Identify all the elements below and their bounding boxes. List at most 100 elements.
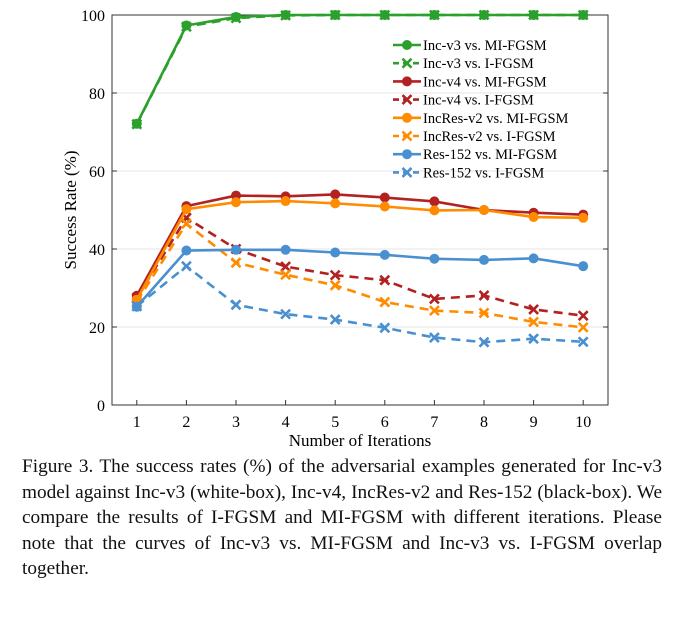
data-point [131,118,143,130]
data-point [379,201,390,212]
data-point [181,245,192,256]
data-point [280,196,291,207]
data-point [528,253,539,264]
data-point [230,299,242,311]
data-point [479,205,489,215]
series-line [135,193,584,297]
series-res-152-vs-i-fgsm [131,260,589,348]
data-point [578,212,589,223]
series-line [135,13,584,125]
y-tick-label: 100 [81,8,105,25]
data-point [577,9,589,21]
data-point [428,332,440,343]
legend-marker [401,57,413,69]
data-point [528,333,540,345]
data-point [528,9,540,21]
data-point [428,293,440,305]
series-line [135,264,584,344]
x-tick-label: 2 [182,414,190,431]
data-point [280,261,292,272]
legend-marker [402,40,412,50]
legend-marker [401,130,413,142]
x-tick-label: 1 [133,414,141,431]
series-line [135,216,584,317]
y-tick-label: 60 [89,164,105,181]
x-tick-label: 5 [331,414,339,431]
data-point [280,308,292,320]
data-point [528,304,540,315]
data-point [428,305,440,317]
x-tick-label: 3 [232,414,240,431]
data-point [231,244,241,255]
data-point [578,261,589,272]
series-incres-v2-vs-i-fgsm [131,218,589,333]
x-tick-label: 9 [530,414,538,431]
line-chart: 0 20 40 60 80 100 1 2 3 4 5 6 7 8 9 10 Number of Iterati… [61,8,609,450]
series-line [135,199,584,301]
data-point [379,322,391,334]
data-point [280,269,292,281]
y-axis-label: Success Rate (%) [61,151,80,270]
data-point [479,254,489,265]
data-point [231,197,241,208]
data-point [528,212,539,223]
data-point [379,274,391,286]
data-point [478,336,490,348]
series-line [135,221,584,329]
series-inc-v4-vs-i-fgsm [131,212,589,322]
data-point [330,189,341,200]
legend: Inc-v3 vs. MI-FGSM Inc-v3 vs. I-FGSM Inc-v… [393,38,569,181]
legend-label: Inc-v3 vs. I-FGSM [423,56,534,72]
legend-label: Inc-v3 vs. MI-FGSM [423,38,547,54]
data-point [329,279,341,291]
data-point [478,289,490,301]
legend-marker [402,149,412,160]
data-point [230,257,242,269]
data-point [131,300,143,312]
data-point [329,314,341,326]
data-point [280,9,292,21]
data-point [478,307,490,319]
y-tick-label: 0 [97,398,105,415]
legend-marker [401,166,413,178]
y-tick-label: 20 [89,320,105,337]
data-point [230,12,242,24]
legend-marker [402,76,412,87]
x-tick-label: 4 [282,414,290,431]
data-point [379,192,390,203]
legend-label: IncRes-v2 vs. I-FGSM [423,129,556,145]
legend-label: Res-152 vs. I-FGSM [423,165,544,181]
legend-label: Res-152 vs. MI-FGSM [423,147,557,163]
data-point [577,336,589,348]
figure-caption: Figure 3. The success rates (%) of the a… [22,456,662,580]
data-point [181,204,192,215]
x-axis-label: Number of Iterations [289,431,432,450]
x-tick-label: 8 [480,414,488,431]
data-point [429,253,440,264]
data-point [528,316,540,328]
y-tick-label: 40 [89,242,105,259]
x-tick-label: 10 [575,414,591,431]
data-point [329,269,341,281]
x-tick-label: 7 [430,414,438,431]
series-line [135,248,584,308]
data-point [577,321,589,333]
data-point [429,205,440,216]
data-point [478,9,490,21]
data-point [379,9,391,21]
y-tick-label: 80 [89,86,105,103]
x-tick-label: 6 [381,414,389,431]
data-point [429,196,440,207]
data-point [180,260,192,272]
legend-label: Inc-v4 vs. I-FGSM [423,93,534,109]
data-point [180,218,192,230]
legend-label: IncRes-v2 vs. MI-FGSM [423,111,569,127]
legend-label: Inc-v4 vs. MI-FGSM [423,74,547,90]
data-point [280,244,291,255]
data-point [428,9,440,21]
data-point [330,247,341,258]
series-inc-v3-vs-i-fgsm [131,9,589,130]
data-point [180,21,192,33]
data-point [330,198,341,209]
data-point [379,249,390,260]
